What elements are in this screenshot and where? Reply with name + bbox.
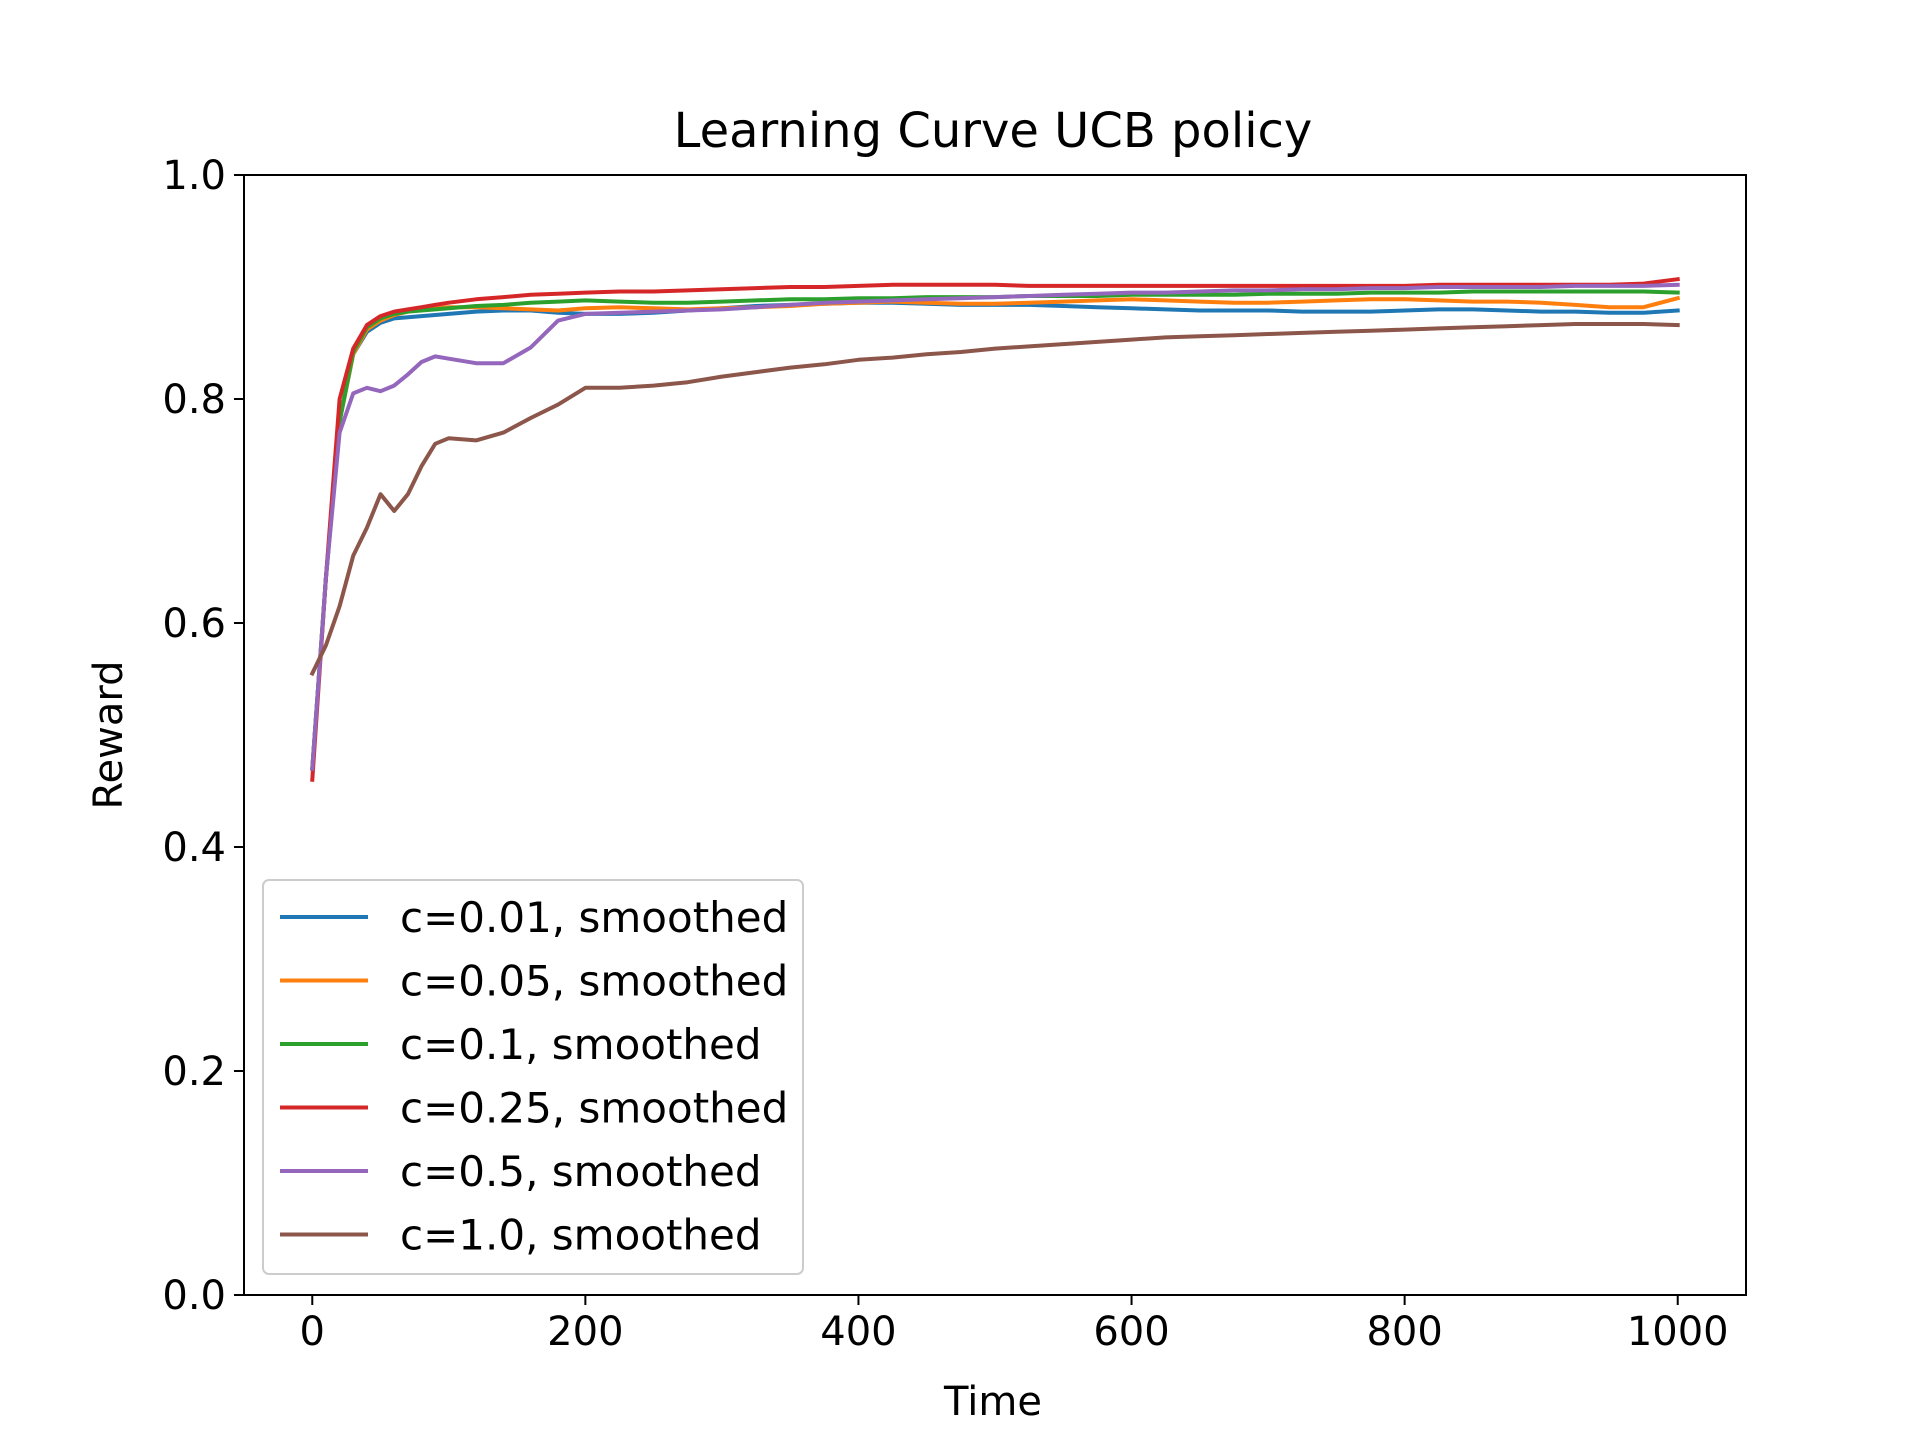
y-axis-label: Reward <box>86 661 132 810</box>
y-axis: 0.0 0.2 0.4 0.6 0.8 1.0 <box>162 153 244 1319</box>
legend-label: c=0.05, smoothed <box>400 957 788 1006</box>
x-tick-label: 1000 <box>1627 1309 1729 1355</box>
series-layer <box>309 276 1681 782</box>
x-tick-label: 800 <box>1366 1309 1442 1355</box>
legend-label: c=0.1, smoothed <box>400 1020 762 1069</box>
y-tick-label: 0.6 <box>162 601 226 647</box>
legend: c=0.01, smoothed c=0.05, smoothed c=0.1, s… <box>262 879 804 1275</box>
x-tick-label: 200 <box>547 1309 623 1355</box>
y-tick-label: 0.4 <box>162 825 226 871</box>
y-tick-label: 0.8 <box>162 377 226 423</box>
legend-label: c=0.01, smoothed <box>400 893 788 942</box>
series-line-5 <box>309 322 1680 677</box>
x-tick-label: 400 <box>820 1309 896 1355</box>
plot-area-frame <box>243 174 1747 1296</box>
chart-title: Learning Curve UCB policy <box>674 103 1313 159</box>
legend-label: c=0.5, smoothed <box>400 1147 762 1196</box>
legend-label: c=1.0, smoothed <box>400 1211 762 1260</box>
legend-box <box>262 879 804 1275</box>
x-axis-label: Time <box>943 1379 1042 1425</box>
series-line-4 <box>310 282 1680 771</box>
series-line-3 <box>310 276 1680 782</box>
legend-entries: c=0.01, smoothed c=0.05, smoothed c=0.1, s… <box>280 893 788 1260</box>
legend-label: c=0.25, smoothed <box>400 1084 788 1133</box>
y-tick-label: 0.0 <box>162 1273 226 1319</box>
x-tick-label: 600 <box>1093 1309 1169 1355</box>
x-axis: 0 200 400 600 800 1000 <box>300 1295 1729 1355</box>
y-tick-label: 1.0 <box>162 153 226 199</box>
x-tick-label: 0 <box>300 1309 325 1355</box>
y-tick-label: 0.2 <box>162 1049 226 1095</box>
series-line-2 <box>310 289 1680 771</box>
